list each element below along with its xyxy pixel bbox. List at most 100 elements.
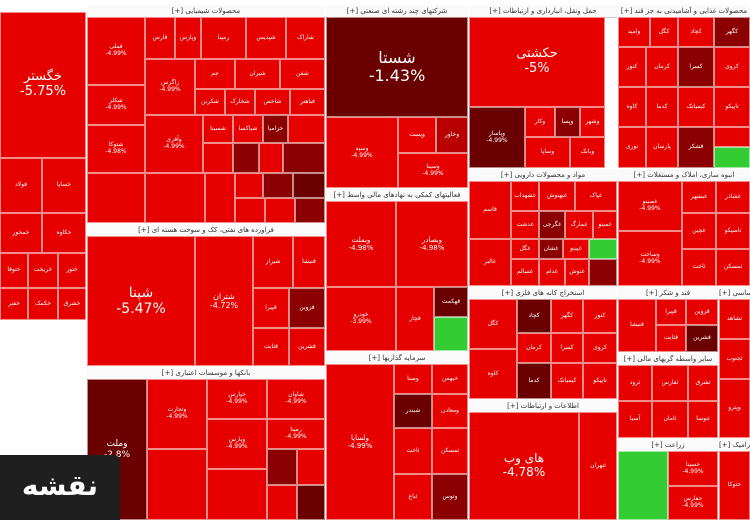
stock-tile[interactable]: شیران [235,59,280,89]
stock-tile[interactable]: وساپا [525,137,570,168]
stock-tile[interactable]: وبصادر -4.98% [396,201,468,287]
stock-tile-filler[interactable] [295,198,325,223]
stock-tile[interactable]: وصنا [394,364,432,394]
stock-tile-filler[interactable] [235,198,265,223]
stock-tile[interactable]: کرمان [646,47,678,87]
stock-tile[interactable]: کگهر [551,299,583,333]
stock-tile[interactable]: قنیشا [618,299,656,352]
stock-tile[interactable]: غصینو -4.99% [618,181,682,231]
stock-tile-filler[interactable] [263,173,293,198]
stock-tile[interactable]: ثاخت [682,249,716,286]
stock-tile[interactable]: غپاک [575,181,617,211]
stock-tile[interactable]: وبانک [570,137,605,168]
stock-tile[interactable]: ختوقا [0,253,28,288]
stock-tile[interactable]: کاوه [618,87,646,127]
stock-tile[interactable]: فولاد [0,158,42,213]
stock-tile[interactable]: وپاسار -4.99% [469,107,525,168]
stock-tile[interactable]: غسالم [511,259,539,286]
stock-tile[interactable]: فملی -4.99% [87,17,145,85]
stock-tile[interactable]: کگهر [714,17,750,47]
stock-tile[interactable]: غالبر [469,239,511,286]
stock-tile[interactable]: قشکر [678,127,714,168]
stock-tile-filler[interactable] [714,127,750,147]
stock-tile[interactable]: وپسا [555,107,580,137]
stock-tile[interactable]: خکمک [28,288,58,320]
stock-tile[interactable]: خفنر [0,288,28,320]
stock-tile[interactable]: ثنوسا [688,401,718,438]
stock-tile-filler[interactable] [267,485,297,520]
stock-tile[interactable]: شاخص [255,89,290,115]
stock-tile[interactable]: وشهر [580,107,605,137]
stock-tile-filler[interactable] [233,143,259,173]
stock-tile[interactable]: کدما [646,87,678,127]
stock-tile[interactable]: پارسان [646,127,678,168]
stock-tile[interactable]: تاصیکو [716,213,750,249]
stock-tile[interactable]: ثشاهد [719,299,750,339]
stock-tile[interactable]: کسرا [551,333,583,363]
stock-tile[interactable]: غپینو [563,239,589,259]
stock-tile[interactable]: رمپنا [201,17,246,59]
stock-tile[interactable]: قشرین [686,325,718,352]
stock-tile[interactable]: قثابت [253,328,289,366]
stock-tile[interactable]: غشان [539,239,563,259]
stock-tile[interactable]: قزوین [289,288,325,328]
stock-tile[interactable]: حسینا -4.99% [668,451,718,486]
stock-tile[interactable]: وسپه -4.99% [326,117,398,188]
stock-tile[interactable]: شسینا [203,115,233,143]
stock-tile[interactable]: ثامان [652,401,688,438]
stock-tile-filler[interactable] [434,317,468,351]
stock-tile[interactable]: وامید [618,17,650,47]
stock-tile[interactable]: خبهمن [432,364,468,394]
stock-tile[interactable]: حفارس -4.99% [668,486,718,520]
stock-tile[interactable]: فباهنر [290,89,325,115]
stock-tile-filler[interactable] [297,485,325,520]
stock-tile[interactable]: خگستر -5.75% [0,12,86,158]
stock-tile[interactable]: ثرود [618,365,652,401]
stock-tile[interactable]: شکلر -4.99% [87,85,145,125]
stock-tile-filler[interactable] [618,451,668,520]
stock-tile[interactable]: زاگرس -4.99% [145,59,195,115]
stock-tile[interactable]: غمینو [593,211,617,239]
stock-tile[interactable]: ثاخت [394,428,432,474]
stock-tile[interactable]: کچاد [678,17,714,47]
stock-tile[interactable]: غدام [539,259,565,286]
stock-tile[interactable]: قزوین [686,299,718,325]
stock-tile[interactable]: ثفارس [652,365,688,401]
stock-tile[interactable]: غبشهر [682,181,716,213]
stock-tile[interactable]: وکار [525,107,555,137]
stock-tile-filler[interactable] [589,239,617,259]
stock-tile[interactable]: غگل [511,239,539,259]
stock-tile-filler[interactable] [267,449,297,485]
stock-tile-filler[interactable] [288,115,325,143]
stock-tile[interactable]: وپست [398,117,436,153]
stock-tile[interactable]: ولساپا -4.99% [326,364,394,520]
stock-tile[interactable]: شپدیس [246,17,286,59]
stock-tile[interactable]: قنیشا [293,236,325,288]
stock-tile[interactable]: غنوش [565,259,589,286]
stock-tile-filler[interactable] [235,173,263,198]
stock-tile[interactable]: خودرو -3.99% [326,287,396,351]
stock-tile-filler[interactable] [259,143,283,173]
stock-tile-filler[interactable] [147,449,207,520]
stock-tile[interactable]: شپاکسا [233,115,263,143]
stock-tile[interactable]: قثابت [656,325,686,352]
stock-tile[interactable]: شکربن [195,89,225,115]
stock-tile[interactable]: وپترو [719,379,750,438]
stock-tile[interactable]: قاسم [469,181,511,239]
stock-tile[interactable]: فارس [145,17,175,59]
stock-tile[interactable]: نوری [618,127,646,168]
stock-tile[interactable]: کدما [517,363,551,399]
stock-tile[interactable]: جم [195,59,235,89]
stock-tile[interactable]: ثباغ [394,474,432,520]
stock-tile-filler[interactable] [293,173,325,198]
stock-tile[interactable]: ثجنوب [719,339,750,379]
stock-tile[interactable]: وپارس -4.99% [207,419,267,469]
stock-tile-filler[interactable] [205,173,235,223]
stock-tile[interactable]: کرمان [517,333,551,363]
stock-tile[interactable]: خپارس -4.99% [207,379,267,419]
stock-tile[interactable]: شیراز [253,236,293,288]
stock-tile-filler[interactable] [145,173,205,223]
stock-tile[interactable]: وتوس [432,474,468,520]
stock-tile-filler[interactable] [283,143,325,173]
stock-tile[interactable]: کچاد [517,299,551,333]
